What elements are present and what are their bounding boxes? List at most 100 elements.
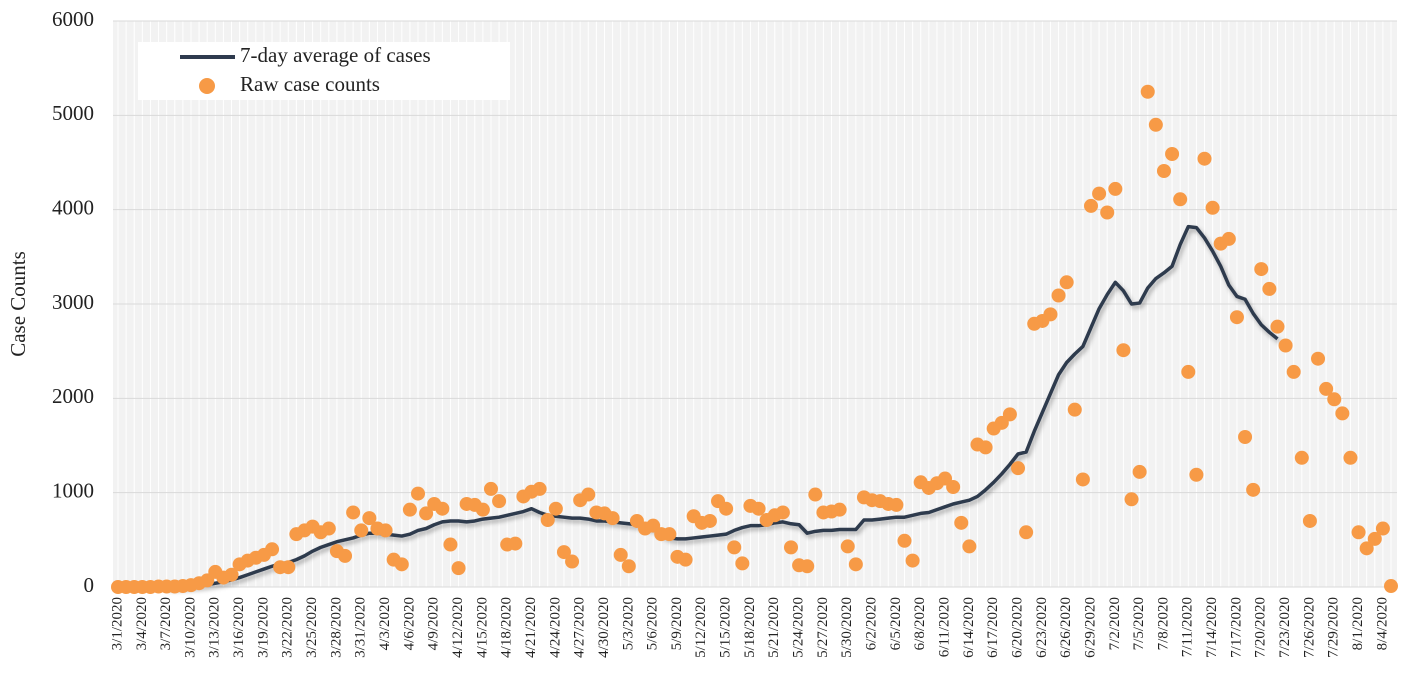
x-tick-label: 4/12/2020: [450, 597, 466, 658]
data-point: [532, 481, 547, 496]
data-point: [840, 539, 855, 554]
x-tick-label: 6/8/2020: [912, 597, 928, 650]
data-point: [678, 552, 693, 567]
x-tick-label: 3/1/2020: [109, 597, 125, 650]
data-point: [1343, 450, 1358, 465]
x-tick-label: 8/4/2020: [1374, 597, 1390, 650]
data-point: [265, 542, 280, 557]
data-point: [354, 523, 369, 538]
data-point: [378, 523, 393, 538]
data-point: [1384, 579, 1398, 594]
data-point: [1116, 343, 1131, 358]
x-tick-label: 6/11/2020: [936, 597, 952, 657]
x-tick-label: 4/21/2020: [523, 597, 539, 658]
data-point: [1311, 351, 1326, 366]
x-tick-label: 4/27/2020: [572, 597, 588, 658]
data-point: [613, 547, 628, 562]
x-tick-label: 3/7/2020: [158, 597, 174, 650]
x-tick-label: 4/30/2020: [596, 597, 612, 658]
x-tick-label: 5/12/2020: [693, 597, 709, 658]
x-tick-label: 4/24/2020: [547, 597, 563, 658]
data-point: [1100, 205, 1115, 220]
x-tick-label: 5/9/2020: [669, 597, 685, 650]
x-tick-label: 3/10/2020: [182, 597, 198, 658]
legend-label: Raw case counts: [240, 72, 380, 96]
data-point: [775, 505, 790, 520]
x-tick-label: 4/18/2020: [499, 597, 515, 658]
data-point: [224, 567, 239, 582]
data-point: [362, 511, 377, 526]
x-tick-label: 4/15/2020: [474, 597, 490, 658]
data-point: [402, 502, 417, 517]
data-point: [1246, 482, 1261, 497]
data-point: [889, 497, 904, 512]
x-tick-label: 8/1/2020: [1350, 597, 1366, 650]
data-point: [1075, 472, 1090, 487]
data-point: [565, 554, 580, 569]
data-point: [727, 540, 742, 555]
data-point: [783, 540, 798, 555]
data-point: [1002, 407, 1017, 422]
data-point: [832, 502, 847, 517]
x-tick-label: 3/4/2020: [134, 597, 150, 650]
y-tick-label: 6000: [52, 7, 94, 31]
y-axis-title: Case Counts: [6, 251, 30, 357]
data-point: [1262, 281, 1277, 296]
data-point: [946, 480, 961, 495]
x-tick-label: 7/5/2020: [1131, 597, 1147, 650]
data-point: [621, 559, 636, 574]
x-tick-label: 7/11/2020: [1180, 597, 1196, 657]
data-point: [1270, 319, 1285, 334]
data-point: [1319, 381, 1334, 396]
x-tick-label: 7/20/2020: [1253, 597, 1269, 658]
data-point: [1359, 541, 1374, 556]
y-tick-label: 4000: [52, 195, 94, 219]
x-tick-label: 3/25/2020: [304, 597, 320, 658]
data-point: [556, 545, 571, 560]
data-point: [321, 521, 336, 536]
x-tick-label: 5/30/2020: [839, 597, 855, 658]
data-point: [1140, 84, 1155, 99]
x-tick-label: 4/3/2020: [377, 597, 393, 650]
x-tick-label: 7/23/2020: [1277, 597, 1293, 658]
x-tick-label: 3/28/2020: [328, 597, 344, 658]
data-point: [1189, 467, 1204, 482]
data-point: [702, 513, 717, 528]
x-tick-label: 6/14/2020: [961, 597, 977, 658]
x-tick-label: 3/16/2020: [231, 597, 247, 658]
data-point: [419, 506, 434, 521]
data-point: [1011, 461, 1026, 476]
x-tick-label: 7/29/2020: [1326, 597, 1342, 658]
data-point: [719, 501, 734, 516]
data-point: [800, 559, 815, 574]
data-point: [540, 513, 555, 528]
x-tick-label: 3/31/2020: [353, 597, 369, 658]
data-point: [1229, 310, 1244, 325]
x-tick-label: 5/3/2020: [620, 597, 636, 650]
x-tick-label: 6/17/2020: [985, 597, 1001, 658]
data-point: [1278, 338, 1293, 353]
data-point: [1156, 163, 1171, 178]
data-point: [1043, 307, 1058, 322]
x-tick-label: 6/26/2020: [1058, 597, 1074, 658]
data-point: [1351, 525, 1366, 540]
data-point: [1286, 364, 1301, 379]
data-point: [662, 527, 677, 542]
data-point: [1327, 392, 1342, 407]
legend-label: 7-day average of cases: [240, 43, 431, 67]
x-tick-label: 5/27/2020: [815, 597, 831, 658]
data-point: [1092, 186, 1107, 201]
x-tick-label: 6/5/2020: [888, 597, 904, 650]
x-tick-label: 6/20/2020: [1009, 597, 1025, 658]
data-point: [605, 511, 620, 526]
data-point: [1221, 231, 1236, 246]
data-point: [1181, 364, 1196, 379]
data-point: [1019, 525, 1034, 540]
data-point: [1294, 450, 1309, 465]
x-tick-label: 7/17/2020: [1228, 597, 1244, 658]
x-tick-label: 4/9/2020: [426, 597, 442, 650]
data-point: [492, 494, 507, 509]
data-point: [443, 537, 458, 552]
data-point: [451, 561, 466, 576]
